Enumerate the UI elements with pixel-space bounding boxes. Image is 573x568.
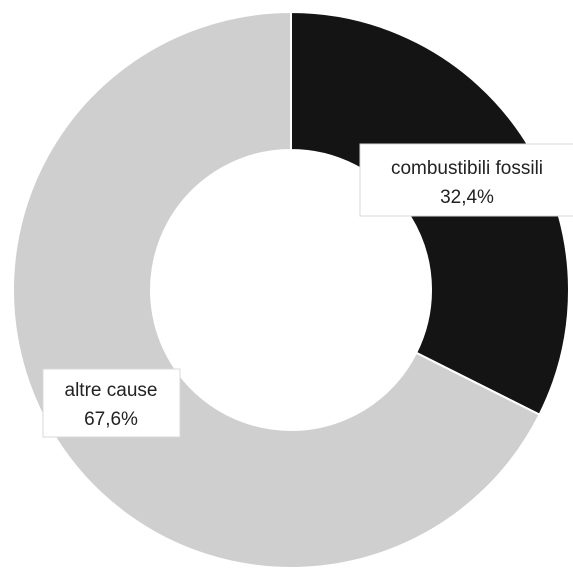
data-label-other-name: altre cause (65, 380, 158, 401)
data-label-fossil: combustibili fossili 32,4% (359, 143, 573, 217)
data-label-other-box (42, 368, 181, 438)
data-label-fossil-value: 32,4% (440, 187, 494, 208)
slices-layer (12, 10, 570, 568)
data-label-fossil-name: combustibili fossili (391, 158, 543, 179)
data-label-fossil-box (359, 143, 573, 217)
data-label-other-value: 67,6% (84, 409, 138, 430)
data-label-other: altre cause 67,6% (42, 368, 181, 438)
